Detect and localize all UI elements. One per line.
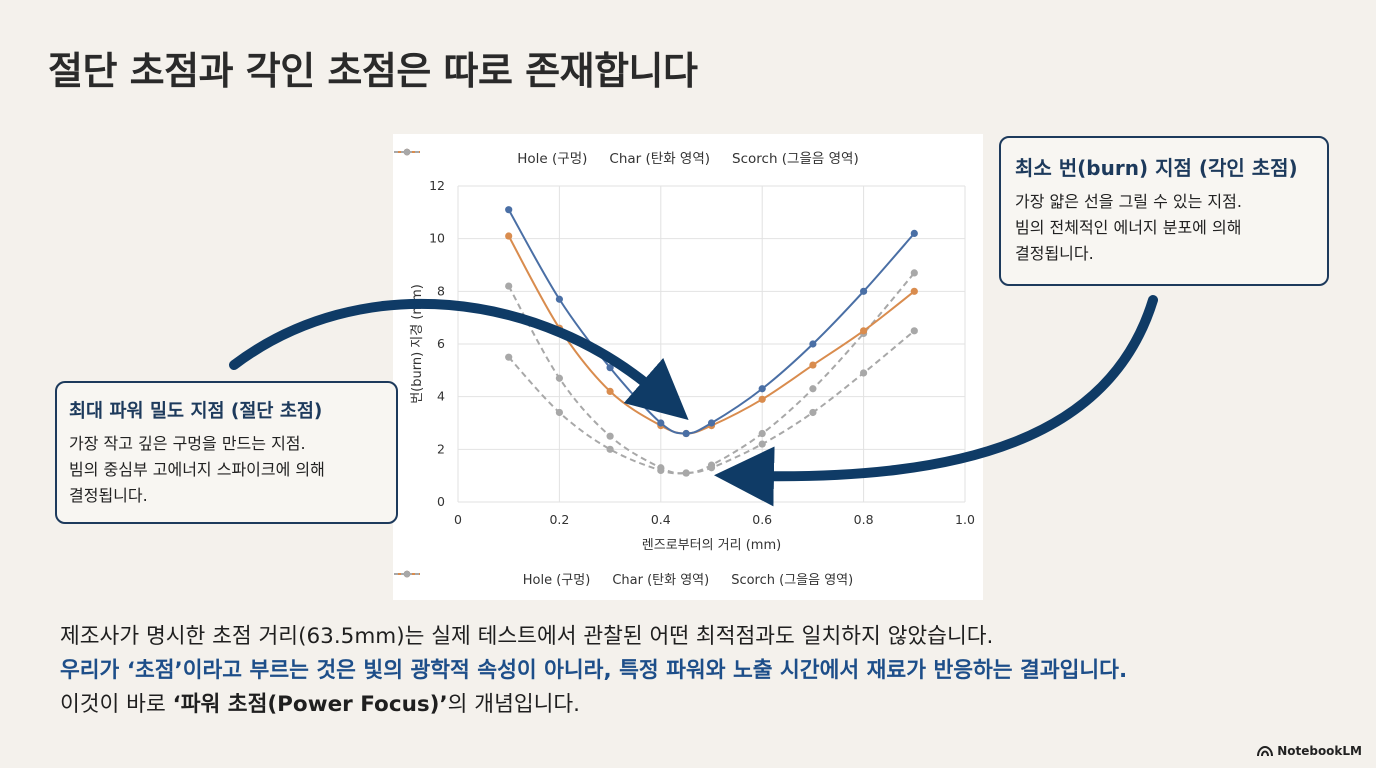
data-point: [606, 364, 614, 372]
legend-label: Char (탄화 영역): [612, 573, 710, 588]
legend-label: Char (탄화 영역): [609, 151, 711, 167]
y-tick-label: 2: [437, 441, 445, 456]
data-point: [758, 429, 766, 438]
data-point: [657, 466, 665, 474]
data-point: [758, 440, 766, 448]
data-point: [606, 387, 614, 395]
data-point: [505, 206, 513, 214]
data-point: [606, 445, 614, 453]
summary-line-2: 우리가 ‘초점’이라고 부르는 것은 빛의 광학적 속성이 아니라, 특정 파워…: [60, 658, 1128, 683]
x-axis-label: 렌즈로부터의 거리 (mm): [642, 538, 781, 553]
legend-swatch: [394, 148, 420, 156]
line-chart: 0 2 4 6 8 10 12 0 0.2 0.4 0.6 0.8 1.0 렌즈로부터의 거리 (mm) 번…: [410, 178, 975, 553]
data-point: [555, 324, 563, 332]
data-point: [758, 385, 766, 393]
data-point: [809, 361, 817, 369]
series-line: [507, 209, 916, 435]
data-point: [860, 369, 868, 377]
y-tick-label: 4: [437, 389, 445, 404]
data-point: [860, 287, 868, 295]
data-point: [910, 229, 918, 237]
y-axis-label: 번(burn) 지경 (mm): [410, 284, 425, 404]
cutting-focus-callout: 최대 파워 밀도 지점 (절단 초점) 가장 작고 깊은 구멍을 만드는 지점.…: [55, 381, 398, 524]
y-tick-label: 8: [437, 283, 445, 298]
data-point: [505, 353, 513, 361]
data-point: [682, 429, 690, 438]
data-point: [758, 395, 766, 403]
y-tick-label: 0: [437, 494, 445, 509]
bottom-legend-item: Scorch (그을음 영역): [394, 569, 854, 588]
data-point: [809, 385, 817, 393]
y-tick-label: 12: [429, 178, 445, 193]
slide-title: 절단 초점과 각인 초점은 따로 존재합니다: [48, 49, 698, 93]
x-tick-label: 0.4: [651, 512, 671, 527]
x-tick-label: 0: [454, 512, 462, 527]
data-point: [910, 287, 918, 295]
legend-label: Scorch (그을음 영역): [731, 573, 854, 588]
data-point: [809, 408, 817, 417]
chart-legend-top: Hole (구멍) Char (탄화 영역) Scorch (그을음 영역): [393, 147, 983, 167]
cutting-focus-text: 가장 작고 깊은 구멍을 만드는 지점.: [69, 434, 306, 453]
summary-line-3-prefix: 이것이 바로: [60, 692, 173, 717]
legend-label: Scorch (그을음 영역): [732, 151, 859, 167]
engraving-focus-text: 가장 얇은 선을 그릴 수 있는 지점.: [1015, 192, 1242, 211]
y-tick-label: 6: [437, 336, 445, 351]
legend-label: Hole (구멍): [522, 573, 591, 588]
brand-badge: NotebookLM: [1257, 744, 1362, 758]
bottom-legend-item: Char (탄화 영역): [394, 569, 710, 588]
data-point: [555, 295, 563, 303]
series-line: [507, 235, 915, 435]
power-focus-term: ‘파워 초점(Power Focus)’: [172, 692, 448, 717]
brand-name: NotebookLM: [1277, 744, 1362, 758]
data-point: [860, 327, 868, 335]
legend-swatch-marker: [403, 148, 411, 156]
data-point: [505, 282, 513, 290]
data-point: [682, 469, 690, 477]
chart-legend-bottom: Hole (구멍) Char (탄화 영역) Scorch (그을음 영역): [393, 569, 983, 588]
chart-panel: Hole (구멍) Char (탄화 영역) Scorch (그을음 영역) 0 2 4…: [393, 134, 983, 600]
legend-swatch-marker: [403, 570, 411, 578]
legend-label: Hole (구멍): [517, 151, 588, 167]
data-point: [707, 464, 716, 472]
summary-line-1: 제조사가 명시한 초점 거리(63.5mm)는 실제 테스트에서 관찰된 어떤 …: [60, 624, 994, 649]
data-point: [555, 374, 563, 382]
data-point: [910, 327, 918, 335]
series-line: [507, 330, 915, 475]
x-tick-label: 0.2: [549, 512, 569, 527]
cutting-focus-text: 결정됩니다.: [69, 486, 148, 505]
summary-line-3: 이것이 바로 ‘파워 초점(Power Focus)’의 개념입니다.: [60, 688, 1127, 722]
data-point: [809, 340, 817, 348]
x-tick-label: 0.8: [854, 512, 874, 527]
data-point: [707, 419, 716, 427]
engraving-focus-callout: 최소 번(burn) 지점 (각인 초점) 가장 얇은 선을 그릴 수 있는 지…: [999, 136, 1329, 286]
engraving-focus-text: 빔의 전체적인 에너지 분포에 의해: [1015, 218, 1242, 237]
data-point: [505, 232, 513, 240]
cutting-focus-title: 최대 파워 밀도 지점 (절단 초점): [69, 401, 323, 422]
bottom-legend-item: Hole (구멍): [394, 569, 591, 588]
top-legend-item: Scorch (그을음 영역): [394, 147, 859, 167]
data-point: [657, 419, 665, 427]
data-point: [910, 269, 918, 277]
x-tick-label: 0.6: [752, 512, 772, 527]
legend-swatch: [394, 570, 420, 578]
data-point: [606, 432, 614, 440]
engraving-focus-title: 최소 번(burn) 지점 (각인 초점): [1015, 156, 1298, 180]
summary-line-3-suffix: 의 개념입니다.: [447, 692, 581, 717]
y-tick-label: 10: [429, 231, 445, 246]
engraving-focus-text: 결정됩니다.: [1015, 244, 1094, 263]
cutting-focus-text: 빔의 중심부 고에너지 스파이크에 의해: [69, 460, 325, 479]
x-tick-label: 1.0: [955, 512, 975, 527]
summary-text: 제조사가 명시한 초점 거리(63.5mm)는 실제 테스트에서 관찰된 어떤 …: [60, 620, 1127, 722]
notebooklm-logo-icon: [1257, 745, 1274, 756]
data-point: [555, 408, 563, 417]
